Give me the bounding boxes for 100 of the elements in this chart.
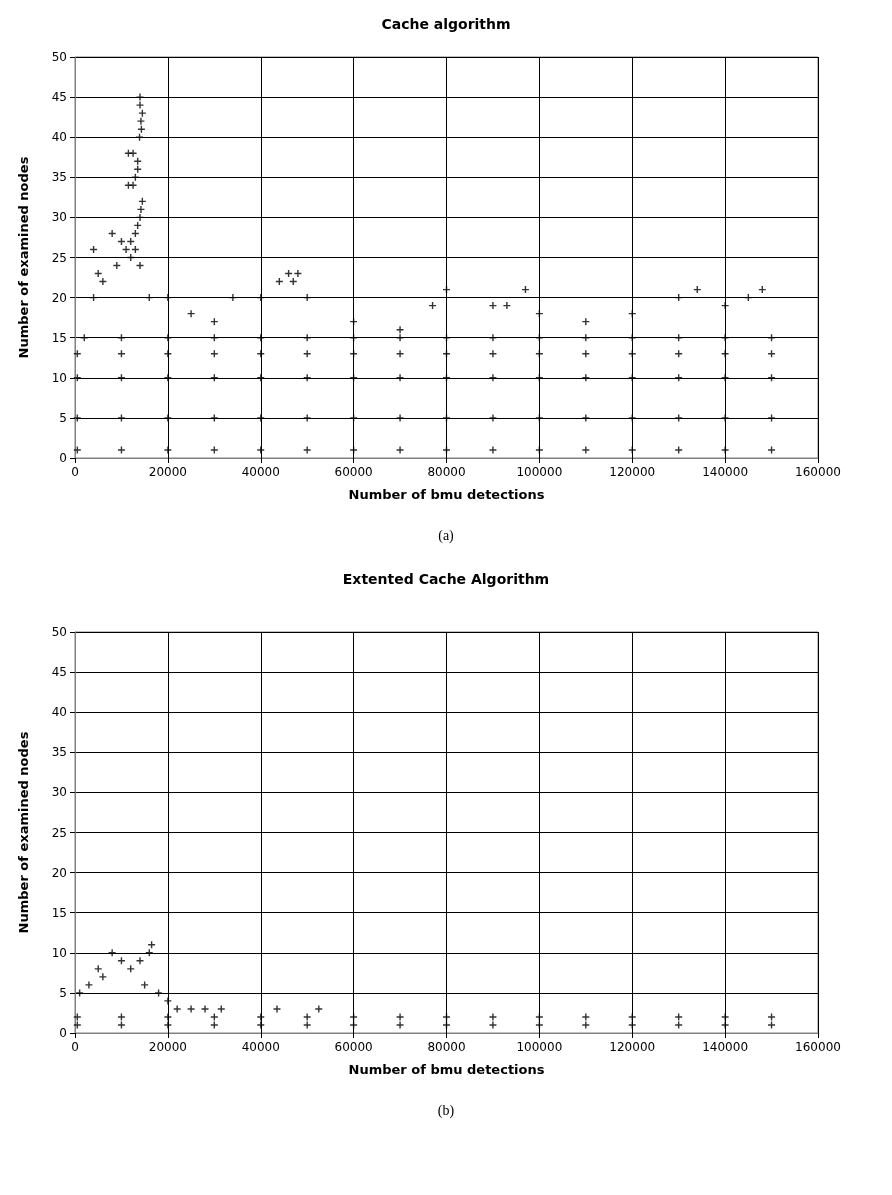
- point: [721, 374, 729, 382]
- chart-title: Cache algorithm: [381, 16, 511, 32]
- point: [721, 1013, 729, 1021]
- y-tick-label: 30: [51, 785, 67, 800]
- point: [350, 414, 358, 422]
- point: [137, 205, 145, 213]
- y-tick-label: 35: [51, 745, 67, 760]
- point: [136, 93, 144, 101]
- x-tick-label: 80000: [427, 1040, 466, 1054]
- point: [768, 414, 776, 422]
- point: [164, 350, 172, 358]
- y-tick-label: 45: [51, 665, 67, 680]
- point: [217, 1005, 225, 1013]
- point: [257, 446, 265, 454]
- point: [164, 334, 172, 342]
- point: [117, 446, 125, 454]
- x-tick-label: 120000: [609, 465, 656, 479]
- x-tick-label: 40000: [241, 1040, 280, 1054]
- point: [396, 1021, 404, 1029]
- point: [303, 1013, 311, 1021]
- point: [108, 229, 116, 237]
- point: [582, 1021, 590, 1029]
- y-tick-label: 45: [51, 90, 67, 105]
- point: [721, 414, 729, 422]
- point: [350, 1013, 358, 1021]
- point: [164, 997, 172, 1005]
- point: [396, 1013, 404, 1021]
- point: [535, 1013, 543, 1021]
- point: [76, 989, 84, 997]
- x-tick-label: 160000: [795, 1040, 841, 1054]
- point: [73, 414, 81, 422]
- point: [303, 334, 311, 342]
- point: [443, 414, 450, 422]
- point: [141, 981, 149, 989]
- point: [582, 446, 590, 454]
- x-tick-label: 140000: [702, 465, 749, 479]
- point: [443, 1013, 450, 1021]
- point: [122, 245, 130, 253]
- point: [489, 350, 497, 358]
- y-tick-label: 20: [51, 290, 67, 305]
- y-tick-label: 25: [51, 825, 67, 840]
- point: [628, 414, 636, 422]
- point: [129, 149, 137, 157]
- y-tick-label: 50: [51, 50, 67, 64]
- point: [721, 350, 729, 358]
- point: [201, 1005, 209, 1013]
- point: [675, 1021, 683, 1029]
- point: [164, 1013, 172, 1021]
- point: [164, 414, 172, 422]
- point: [582, 334, 590, 342]
- y-axis-title: Number of examined nodes: [16, 156, 31, 359]
- point: [99, 973, 107, 981]
- y-tick-label: 0: [59, 1026, 67, 1040]
- y-tick-label: 10: [51, 945, 67, 960]
- x-tick-label: 100000: [516, 1040, 563, 1054]
- point: [210, 1021, 218, 1029]
- x-tick-label: 0: [71, 1040, 79, 1054]
- point: [117, 957, 125, 965]
- point: [73, 1013, 81, 1021]
- x-axis-title: Number of bmu detections: [348, 487, 545, 502]
- point: [396, 350, 404, 358]
- point: [396, 326, 404, 334]
- point: [396, 334, 404, 342]
- x-tick-label: 60000: [334, 465, 373, 479]
- point: [535, 446, 543, 454]
- x-tick-label: 80000: [427, 465, 466, 479]
- x-tick-label: 40000: [241, 465, 280, 479]
- point: [489, 302, 497, 310]
- point: [315, 1005, 323, 1013]
- x-tick-label: 20000: [148, 465, 187, 479]
- point: [721, 446, 729, 454]
- y-tick-label: 35: [51, 170, 67, 185]
- y-tick-label: 20: [51, 865, 67, 880]
- point: [350, 446, 358, 454]
- point: [136, 213, 144, 221]
- point: [117, 1013, 125, 1021]
- point: [94, 965, 102, 973]
- point: [303, 414, 311, 422]
- point: [137, 125, 145, 133]
- point: [628, 1021, 636, 1029]
- x-tick-label: 60000: [334, 1040, 373, 1054]
- y-tick-label: 25: [51, 250, 67, 265]
- x-tick-label: 20000: [148, 1040, 187, 1054]
- point: [503, 302, 511, 310]
- point: [117, 414, 125, 422]
- point: [535, 414, 543, 422]
- point: [582, 1013, 590, 1021]
- point: [396, 446, 404, 454]
- y-tick-label: 15: [51, 330, 67, 345]
- point: [350, 1021, 358, 1029]
- point: [303, 446, 311, 454]
- y-tick-label: 40: [51, 130, 67, 145]
- point: [99, 278, 107, 286]
- point: [582, 374, 590, 382]
- x-tick-label: 120000: [609, 1040, 656, 1054]
- y-tick-label: 30: [51, 210, 67, 225]
- point: [443, 446, 450, 454]
- point: [396, 414, 404, 422]
- point: [303, 1021, 311, 1029]
- point: [443, 1021, 450, 1029]
